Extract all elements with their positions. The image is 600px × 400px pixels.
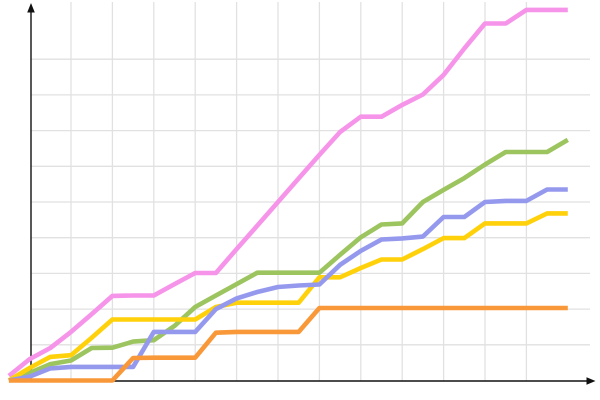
series-violet-line — [7, 7, 568, 378]
series-gold-line — [7, 211, 568, 383]
axes — [27, 3, 596, 385]
series-orange-line — [8, 305, 568, 383]
grid — [31, 2, 590, 381]
x-axis-arrow-icon — [586, 377, 596, 385]
series-periwinkle-line — [8, 187, 568, 383]
series-yellowgreen-line — [8, 137, 569, 383]
series-lines — [7, 7, 569, 383]
y-axis-arrow-icon — [27, 3, 35, 13]
